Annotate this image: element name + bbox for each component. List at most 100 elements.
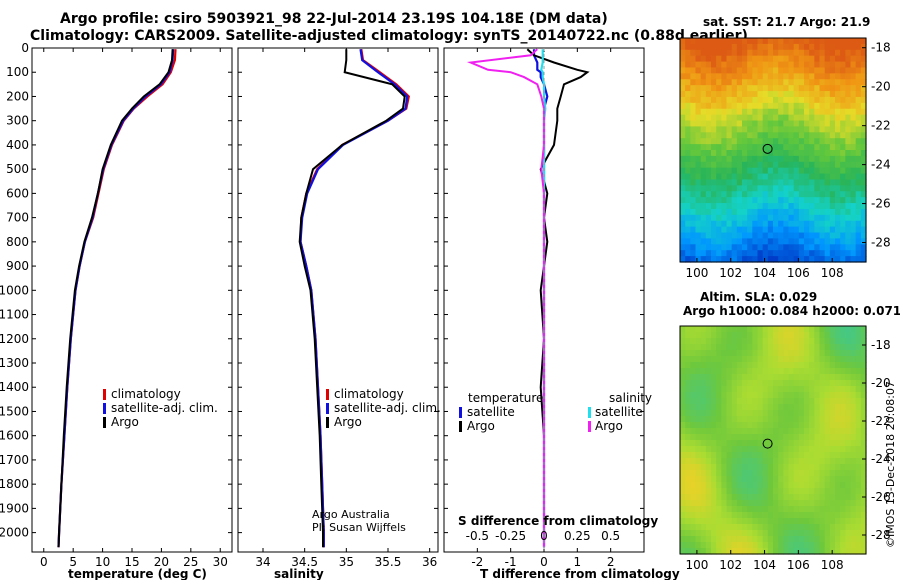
map-cell: [752, 482, 759, 489]
map-cell: [824, 356, 831, 363]
map-cell: [721, 398, 728, 405]
map-cell: [695, 126, 702, 133]
legend-label: Argo: [111, 415, 139, 429]
map-cell: [685, 380, 691, 387]
y-tick-label: 1000: [0, 283, 29, 297]
map-cell: [778, 488, 784, 495]
map-cell: [747, 386, 753, 393]
map-cell: [695, 102, 702, 110]
map-cell: [788, 79, 795, 86]
map-cell: [778, 464, 784, 471]
map-cell: [762, 179, 769, 186]
map-cell: [736, 488, 743, 495]
map-cell: [840, 518, 846, 525]
map-cell: [855, 356, 862, 363]
map-cell: [793, 144, 800, 151]
map-cell: [695, 220, 702, 228]
map-cell: [788, 226, 795, 234]
map-cell: [804, 392, 810, 399]
map-cell: [742, 368, 748, 375]
map-cell: [731, 440, 738, 447]
map-cell: [819, 506, 826, 513]
map-cell: [736, 476, 743, 483]
map-cell: [773, 102, 779, 110]
map-cell: [736, 197, 743, 204]
map-cell: [814, 530, 821, 537]
map-cell: [788, 67, 795, 74]
map-cell: [798, 536, 805, 543]
x-tick-label: 100: [685, 266, 708, 280]
map-cell: [860, 155, 867, 163]
map-cell: [757, 179, 764, 186]
map-cell: [829, 114, 836, 122]
map-cell: [778, 452, 784, 459]
map-cell: [778, 38, 784, 45]
map-cell: [778, 185, 784, 192]
map-cell: [742, 208, 748, 216]
map-cell: [778, 138, 784, 145]
map-cell: [705, 250, 712, 257]
map-cell: [742, 548, 748, 555]
map-cell: [814, 464, 821, 471]
map-cell: [793, 344, 800, 351]
map-cell: [736, 256, 743, 263]
map-cell: [783, 61, 790, 69]
map-cell: [747, 102, 753, 110]
map-cell: [747, 488, 753, 495]
map-cell: [700, 244, 707, 251]
map-cell: [824, 55, 831, 63]
y-tick-label: 0: [21, 41, 29, 55]
map-cell: [819, 144, 826, 151]
map-cell: [783, 173, 790, 181]
map-cell: [726, 356, 733, 363]
map-cell: [788, 440, 795, 447]
map-cell: [752, 404, 759, 411]
map-cell: [829, 250, 836, 257]
map-cell: [721, 362, 728, 369]
map-cell: [824, 79, 831, 86]
map-cell: [700, 173, 707, 181]
map-cell: [804, 108, 810, 116]
map-cell: [726, 386, 733, 393]
map-cell: [767, 494, 774, 501]
map-cell: [819, 476, 826, 483]
map-cell: [685, 464, 691, 471]
map-cell: [788, 398, 795, 405]
map-cell: [783, 38, 790, 45]
map-cell: [855, 380, 862, 387]
map-cell: [793, 548, 800, 555]
map-cell: [685, 458, 691, 465]
map-cell: [731, 114, 738, 122]
map-cell: [809, 214, 815, 222]
map-cell: [850, 250, 857, 257]
map-cell: [804, 85, 810, 92]
map-cell: [809, 404, 815, 411]
map-cell: [721, 512, 728, 519]
map-cell: [680, 494, 686, 501]
map-cell: [695, 494, 702, 501]
map-cell: [726, 536, 733, 543]
map-cell: [773, 548, 779, 555]
map-cell: [824, 185, 831, 192]
map-cell: [680, 91, 686, 98]
map-cell: [742, 73, 748, 80]
map-cell: [762, 61, 769, 69]
map-cell: [773, 416, 779, 423]
map-cell: [742, 536, 748, 543]
map-cell: [773, 214, 779, 222]
map-cell: [778, 108, 784, 116]
map-cell: [824, 61, 831, 69]
map-cell: [778, 368, 784, 375]
map-cell: [716, 428, 722, 435]
map-cell: [793, 132, 800, 139]
map-cell: [814, 173, 821, 181]
map-cell: [747, 326, 753, 333]
map-cell: [680, 386, 686, 393]
legend-label: Argo: [595, 419, 623, 433]
map-cell: [752, 440, 759, 447]
map-cell: [762, 238, 769, 245]
map-cell: [736, 398, 743, 405]
map-cell: [829, 85, 836, 92]
map-cell: [773, 368, 779, 375]
y-tick-label: 500: [6, 162, 29, 176]
